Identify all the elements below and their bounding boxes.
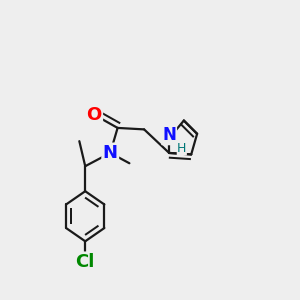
Text: H: H bbox=[177, 142, 187, 155]
Text: Cl: Cl bbox=[76, 253, 95, 271]
Text: N: N bbox=[103, 144, 118, 162]
Text: N: N bbox=[162, 126, 176, 144]
Text: O: O bbox=[86, 106, 102, 124]
